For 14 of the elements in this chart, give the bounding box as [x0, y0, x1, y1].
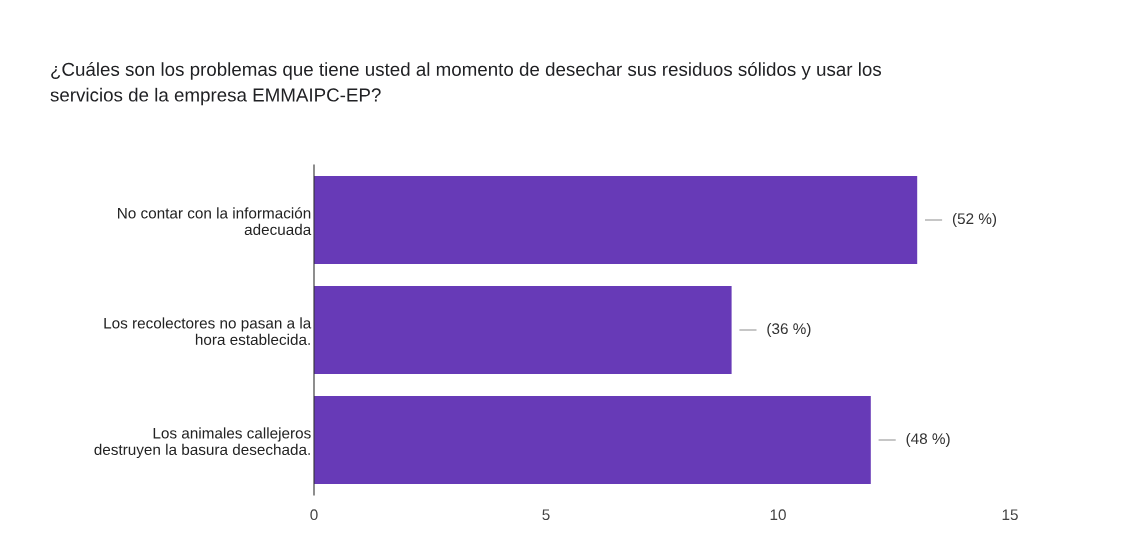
bar [314, 396, 871, 484]
bar [314, 286, 732, 374]
annotation: (48 %) [906, 432, 950, 448]
x-tick-label: 10 [770, 509, 786, 521]
y-tick-label: No contar con la información adecuada [118, 207, 312, 236]
chart-title: ¿Cuáles son los problemas que tiene usted al momento de desechar sus residuos sólidos y usar los servicios de la empresa EMMAIPC-EP? [50, 62, 882, 106]
x-tick-label: 0 [310, 509, 318, 521]
annotation: (36 %) [767, 322, 811, 338]
x-tick-label: 15 [1002, 509, 1018, 521]
y-tick-label: Los recolectores no pasan a la hora establecida. [104, 317, 312, 346]
annotation: (52 %) [952, 212, 997, 228]
y-tick-label: Los animales callejeros destruyen la basura desechada. [94, 427, 311, 459]
x-tick-label: 5 [542, 509, 550, 521]
bar [314, 176, 918, 264]
